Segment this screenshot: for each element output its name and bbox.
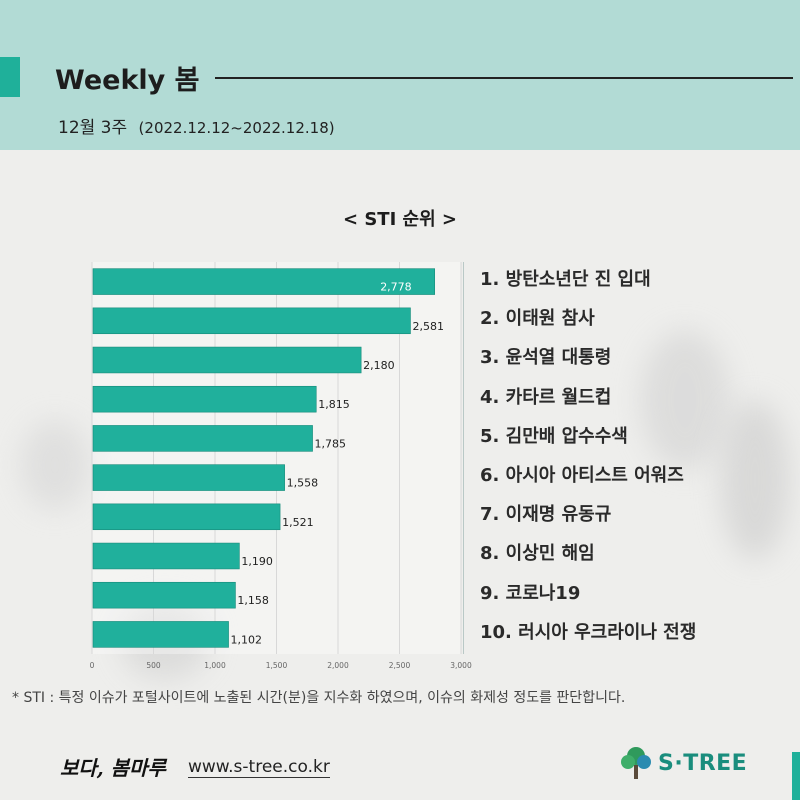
ranking-item: 3. 윤석열 대통령	[480, 347, 612, 369]
x-tick-label: 2,000	[327, 661, 349, 670]
x-tick-label: 500	[146, 661, 161, 670]
ranking-item: 2. 이태원 참사	[480, 308, 595, 330]
page-title: Weekly 봄	[55, 65, 200, 96]
ranking-item: 6. 아시아 아티스트 어워즈	[480, 464, 684, 486]
chart-divider	[463, 262, 464, 654]
stree-logo: S·TREE	[620, 745, 747, 781]
bar	[92, 621, 229, 648]
x-tick-label: 1,000	[204, 661, 226, 670]
bar	[92, 542, 240, 570]
data-label: 1,190	[241, 555, 273, 568]
header-accent-bar	[0, 57, 20, 97]
data-label: 1,558	[287, 477, 319, 490]
website-link[interactable]: www.s-tree.co.kr	[188, 757, 330, 778]
ranking-item: 8. 이상민 해임	[480, 543, 595, 565]
date-range: (2022.12.12~2022.12.18)	[138, 119, 335, 137]
data-label: 1,102	[231, 633, 263, 646]
background-blur	[640, 330, 730, 470]
bar	[92, 425, 313, 452]
x-tick-label: 2,500	[389, 661, 411, 670]
bar	[92, 385, 317, 413]
week-subtitle: 12월 3주 (2022.12.12~2022.12.18)	[58, 113, 335, 138]
x-tick-label: 3,000	[450, 661, 472, 670]
data-label: 2,581	[412, 320, 444, 333]
footnote: * STI : 특정 이슈가 포털사이트에 노출된 시간(분)을 지수화 하였으…	[12, 690, 626, 706]
bar	[92, 503, 281, 531]
bar	[92, 346, 362, 374]
data-label: 2,180	[363, 359, 395, 372]
tree-icon	[621, 747, 651, 779]
chart-title: < STI 순위 >	[342, 209, 458, 230]
background-blur	[20, 420, 90, 510]
bar	[92, 307, 411, 335]
bar	[92, 581, 236, 609]
bomaru-logo: 보다, 봄마루	[60, 756, 166, 780]
data-label: 2,778	[380, 281, 412, 294]
ranking-item: 9. 코로나19	[480, 582, 581, 604]
x-tick-label: 1,500	[266, 661, 288, 670]
bar	[92, 268, 435, 295]
ranking-item: 4. 카타르 월드컵	[480, 386, 612, 408]
ranking-item: 1. 방탄소년단 진 입대	[480, 269, 651, 290]
title-rule	[215, 77, 793, 79]
ranking-item: 5. 김만배 압수수색	[480, 425, 628, 447]
x-tick-label: 0	[90, 661, 95, 670]
ranking-item: 7. 이재명 유동규	[480, 504, 612, 526]
data-label: 1,521	[282, 516, 314, 529]
data-label: 1,815	[318, 398, 350, 411]
ranking-item: 10. 러시아 우크라이나 전쟁	[480, 621, 697, 643]
corner-accent	[792, 752, 800, 800]
header-band	[0, 0, 800, 150]
brand-name: S·TREE	[658, 750, 748, 776]
data-label: 1,158	[237, 594, 269, 607]
bar	[92, 464, 285, 491]
ranking-list: 1. 방탄소년단 진 입대 2. 이태원 참사 3. 윤석열 대통령 4. 카타르 월…	[480, 264, 696, 656]
background-blur	[720, 400, 790, 560]
data-label: 1,785	[315, 437, 347, 450]
week-label: 12월 3주	[58, 118, 128, 138]
